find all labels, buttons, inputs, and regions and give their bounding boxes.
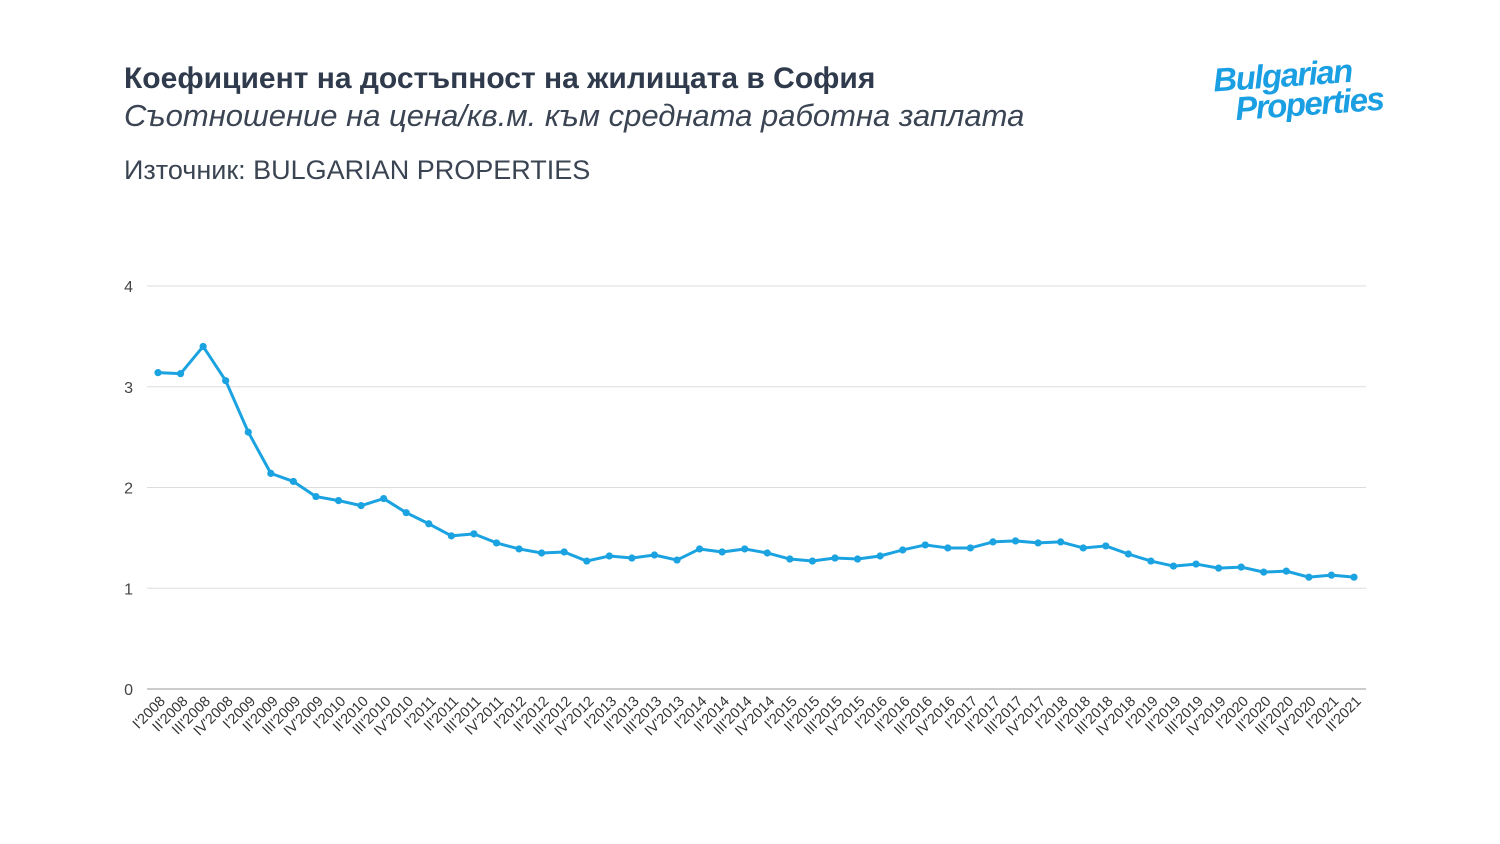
- data-point: [1282, 567, 1290, 575]
- data-point: [966, 544, 974, 552]
- data-point: [1305, 573, 1313, 581]
- data-point: [447, 532, 455, 540]
- data-point: [222, 377, 230, 385]
- page-subtitle: Съотношение на цена/кв.м. към средната р…: [124, 98, 1025, 133]
- data-point: [538, 549, 546, 557]
- data-point: [1011, 537, 1020, 545]
- data-point: [492, 539, 501, 547]
- data-point: [741, 545, 749, 553]
- data-point: [1034, 539, 1042, 547]
- data-point: [425, 520, 433, 528]
- y-tick-label: 4: [124, 279, 133, 296]
- data-point: [154, 369, 162, 377]
- source-label: Източник: BULGARIAN PROPERTIES: [124, 155, 591, 185]
- data-point: [1215, 564, 1223, 572]
- page-title: Коефициент на достъпност на жилищата в С…: [124, 62, 876, 95]
- y-tick-label: 1: [124, 581, 133, 598]
- data-point: [1147, 557, 1155, 565]
- data-point: [1079, 544, 1087, 552]
- data-point: [921, 541, 929, 549]
- data-point: [1102, 542, 1110, 550]
- data-point: [176, 370, 185, 378]
- data-point: [1237, 563, 1245, 571]
- data-point: [1350, 573, 1358, 581]
- data-point: [628, 554, 636, 562]
- data-point: [267, 469, 275, 477]
- data-point: [1260, 568, 1268, 576]
- data-point: [244, 428, 252, 436]
- data-point: [334, 496, 343, 505]
- data-point: [1327, 571, 1336, 579]
- data-point: [312, 492, 320, 501]
- data-point: [695, 545, 704, 553]
- data-point: [989, 538, 997, 546]
- data-point: [289, 477, 297, 486]
- data-point: [1124, 550, 1132, 558]
- y-tick-label: 0: [124, 682, 133, 699]
- data-point: [899, 546, 907, 554]
- y-tick-label: 3: [124, 380, 133, 397]
- data-point: [560, 548, 568, 556]
- data-point: [763, 549, 771, 557]
- data-point: [470, 530, 478, 538]
- data-point: [1192, 560, 1200, 568]
- data-point: [786, 555, 794, 563]
- data-point: [650, 551, 659, 559]
- data-point: [199, 342, 207, 351]
- data-point: [402, 509, 410, 517]
- data-point: [1169, 562, 1178, 570]
- data-point: [583, 557, 591, 565]
- data-point: [1057, 538, 1065, 546]
- data-point: [944, 544, 952, 552]
- data-point: [357, 502, 365, 510]
- data-point: [605, 552, 613, 560]
- data-point: [380, 494, 388, 503]
- data-point: [808, 557, 817, 565]
- data-point: [515, 545, 523, 553]
- data-point: [876, 552, 884, 560]
- bulgarian-properties-logo: Bulgarian Properties: [1212, 52, 1386, 122]
- series-line: [157, 344, 1355, 579]
- data-point: [673, 556, 681, 564]
- data-point: [831, 554, 839, 562]
- y-tick-label: 2: [124, 481, 133, 498]
- data-point: [853, 555, 862, 563]
- data-point: [718, 548, 726, 556]
